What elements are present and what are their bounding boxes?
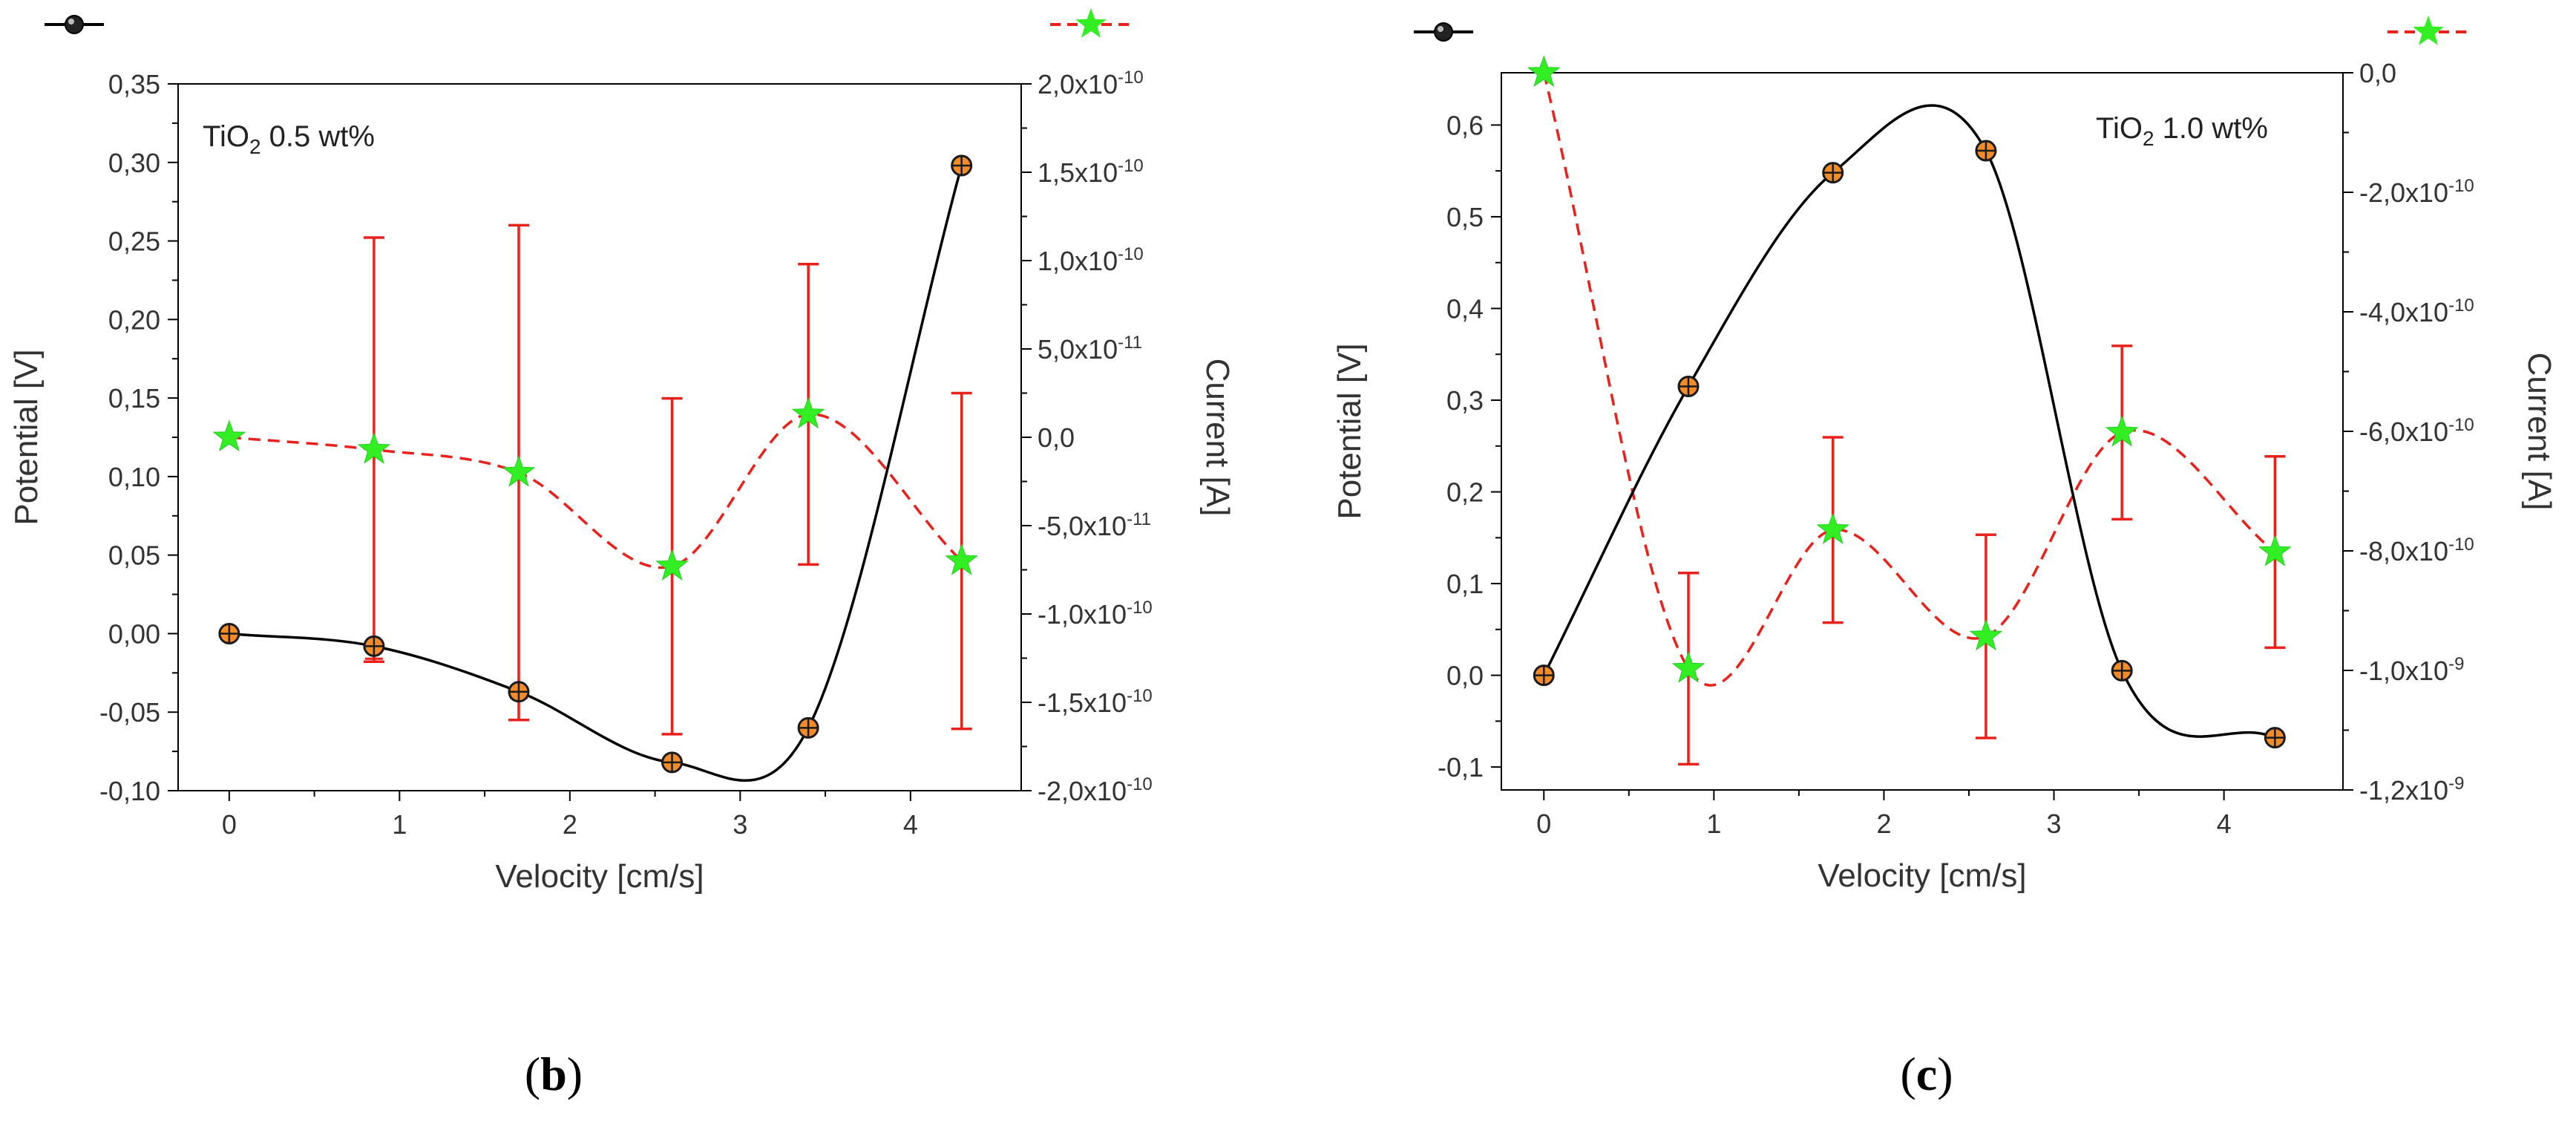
y2-tick-label: -1,0x10-9 [2359, 654, 2464, 686]
y2-axis-title: Current [A] [1199, 359, 1236, 517]
y2-tick-label: 0,0 [2359, 58, 2396, 88]
chart-panel-b: 0 1 2 3 4 -0,10 -0,05 0,00 0,05 0,10 0,15 0,20 0,25 0… [8, 8, 1236, 1100]
y2-tick-label: 1,5x10-10 [1038, 156, 1144, 188]
y2-tick-label: -1,2x10-9 [2359, 774, 2464, 806]
chart-panel-c: 0 1 2 3 4 -0,1 0,0 0,1 0,2 0,3 0,4 0,5 0,6 -1,2x10-9 -… [1331, 16, 2557, 1100]
current-marker [2258, 535, 2292, 566]
y-tick-label: 0,30 [108, 148, 160, 178]
current-marker [357, 432, 391, 464]
y2-tick-label: -1,0x10-10 [1038, 598, 1153, 630]
current-marker [791, 396, 825, 429]
y2-tick-label: -6,0x10-10 [2359, 415, 2474, 447]
x-tick-label: 1 [392, 809, 407, 840]
x-tick-label: 0 [1536, 808, 1551, 839]
y2-tick-label: 2,0x10-10 [1038, 68, 1144, 99]
legend-potential-highlight [1438, 26, 1443, 32]
current-marker [1816, 512, 1850, 544]
y2-tick-label: -4,0x10-10 [2359, 295, 2474, 327]
y-tick-label: 0,1 [1446, 569, 1484, 599]
y-axis-title: Potential [V] [1331, 343, 1368, 519]
x-tick-label: 0 [222, 809, 237, 840]
x-tick-label: 4 [2217, 808, 2232, 839]
panel-annotation: TiO2 0.5 wt% [203, 120, 375, 158]
y-axis-title: Potential [V] [8, 349, 45, 525]
legend-potential-highlight [68, 19, 74, 24]
legend [1414, 16, 2469, 45]
y-tick-label: 0,00 [108, 618, 160, 649]
y-tick-label: 0,5 [1446, 202, 1484, 232]
current-marker [2105, 415, 2139, 447]
y-tick-label: 0,10 [108, 462, 160, 492]
y-tick-label: 0,2 [1446, 477, 1484, 508]
current-curve [229, 413, 963, 569]
x-tick-label: 2 [563, 809, 577, 840]
legend-potential-marker [1434, 22, 1453, 42]
panel-label: (c) [1900, 1048, 1953, 1100]
current-marker [655, 549, 689, 581]
current-marker [1527, 55, 1561, 88]
x-tick-label: 1 [1706, 808, 1721, 839]
y-tick-label: 0,25 [108, 226, 160, 257]
y-tick-label: 0,6 [1446, 110, 1484, 140]
current-marker [1671, 651, 1705, 683]
x-tick-label: 3 [733, 809, 747, 840]
current-marker [502, 455, 536, 487]
plot-frame [1501, 72, 2344, 791]
current-marker [1969, 618, 2003, 651]
y-tick-label: 0,35 [108, 69, 160, 99]
potential-curve [1542, 104, 2276, 739]
y-tick-label: -0,1 [1438, 752, 1484, 783]
y-tick-label: 0,4 [1446, 293, 1484, 324]
y-tick-label: 0,20 [108, 304, 160, 335]
current-marker [212, 419, 246, 452]
y-tick-label: 0,3 [1446, 385, 1484, 416]
current-curve [1542, 72, 2276, 687]
x-tick-label: 2 [1876, 808, 1891, 839]
potential-curve [229, 165, 963, 783]
y2-tick-label: -1,5x10-10 [1038, 686, 1153, 718]
x-tick-label: 3 [2047, 808, 2062, 839]
x-axis-title: Velocity [cm/s] [1818, 858, 2026, 894]
legend-current-marker [1075, 8, 1107, 38]
panel-label: (b) [525, 1048, 583, 1100]
y-tick-label: 0,15 [108, 383, 160, 414]
y2-tick-label: -2,0x10-10 [2359, 176, 2474, 208]
legend-potential-marker [65, 15, 84, 34]
x-axis-title: Velocity [cm/s] [495, 858, 704, 895]
current-marker [945, 543, 979, 575]
y2-tick-label: -5,0x10-11 [1038, 509, 1151, 541]
y-tick-label: 0,05 [108, 540, 160, 571]
y-tick-label: -0,05 [99, 697, 160, 728]
legend [45, 8, 1132, 38]
y-tick-label: 0,0 [1446, 661, 1484, 691]
y2-tick-label: -8,0x10-10 [2359, 535, 2474, 566]
panel-annotation: TiO2 1.0 wt% [2096, 112, 2268, 150]
legend-current-marker [2413, 16, 2444, 45]
y2-axis-title: Current [A] [2521, 353, 2557, 511]
y2-tick-label: -2,0x10-10 [1038, 774, 1153, 806]
y2-tick-label: 5,0x10-11 [1038, 333, 1142, 365]
y-tick-label: -0,10 [99, 776, 160, 806]
y2-tick-label: 1,0x10-10 [1038, 244, 1144, 276]
x-tick-label: 4 [903, 809, 918, 840]
y2-tick-label: 0,0 [1038, 422, 1075, 453]
